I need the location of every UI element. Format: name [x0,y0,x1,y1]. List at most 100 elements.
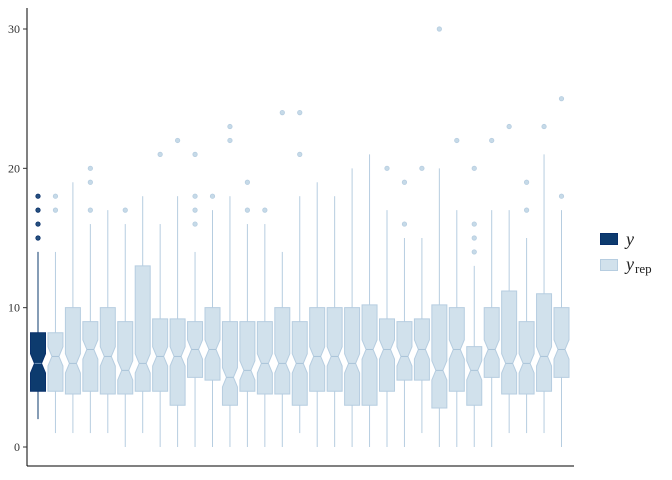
outlier-point [227,123,233,130]
outlier-point [558,96,565,102]
outlier-point [175,137,181,144]
outlier-point [436,26,442,32]
outlier-point [52,207,59,213]
legend-label-y: y [626,228,634,249]
legend: y yrep [600,226,652,278]
box-yrep [239,179,256,447]
box-y [30,193,46,420]
box-body [553,307,570,378]
box-yrep [379,165,395,447]
box-body [309,307,326,392]
box-yrep [152,151,169,447]
outlier-point [192,151,198,157]
box-body [204,307,221,381]
legend-item-yrep: yrep [600,252,652,278]
legend-swatch-yrep [600,259,618,271]
box-yrep [466,165,483,447]
outlier-point [262,207,268,213]
outlier-point [122,207,128,213]
box-yrep [204,193,221,447]
outlier-point [506,123,512,130]
box-body [326,307,343,392]
box-yrep [344,168,361,447]
box-yrep [483,137,500,447]
outlier-point [471,221,477,227]
outlier-point [454,137,460,144]
box-body [64,307,81,395]
box-body [134,265,151,392]
box-body [396,321,413,381]
box-body [466,346,483,406]
outlier-point [279,110,285,116]
outlier-point [471,165,477,171]
outlier-point [35,221,41,227]
boxes-layer [30,26,570,447]
box-body [256,321,273,395]
outlier-point [297,110,303,116]
outlier-point [541,123,547,130]
box-body [221,321,238,406]
box-body [361,304,378,406]
box-yrep [448,137,465,447]
box-yrep [413,165,430,434]
outlier-point [87,179,93,185]
outlier-point [157,151,163,157]
box-body [82,321,99,392]
outlier-point [419,165,425,171]
box-yrep [82,165,99,434]
box-body [536,293,553,392]
box-yrep [326,196,343,447]
legend-swatch-y [600,233,618,245]
box-body [239,321,256,392]
box-yrep [291,110,308,434]
box-yrep [431,26,448,447]
box-body [483,307,500,378]
outlier-point [471,249,477,255]
box-yrep [64,182,81,434]
outlier-point [471,235,477,241]
outlier-point [227,137,233,144]
box-body [117,321,134,395]
box-yrep [274,110,291,447]
y-tick-label: 30 [8,22,20,36]
box-yrep [99,210,116,434]
box-body [99,307,116,395]
box-yrep [361,154,378,447]
box-body [518,321,535,395]
box-yrep [169,137,186,447]
box-body [501,290,518,395]
outlier-point [401,179,408,185]
box-yrep [221,123,238,447]
legend-item-y: y [600,226,652,252]
outlier-point [87,165,93,171]
box-yrep [256,207,273,447]
box-yrep [47,193,64,434]
outlier-point [523,207,530,213]
box-body [274,307,291,395]
box-yrep [396,179,413,447]
outlier-point [401,221,408,227]
box-body [47,332,64,392]
y-ticks: 0 10 20 30 [8,22,27,454]
box-body [379,318,395,392]
box-yrep [518,179,535,434]
outlier-point [209,193,216,199]
box-yrep [117,207,134,447]
box-body [344,307,361,406]
box-yrep [536,123,553,434]
box-yrep [309,182,326,447]
box-body [152,318,169,392]
outlier-point [244,207,250,213]
outlier-point [35,207,41,213]
box-body [431,304,448,409]
outlier-point [523,179,530,185]
legend-label-yrep: yrep [626,253,652,276]
box-yrep [553,96,570,447]
y-tick-label: 0 [14,440,20,454]
box-body [169,318,186,406]
outlier-point [192,221,198,227]
outlier-point [192,207,198,213]
outlier-point [297,151,303,157]
outlier-point [558,193,565,199]
